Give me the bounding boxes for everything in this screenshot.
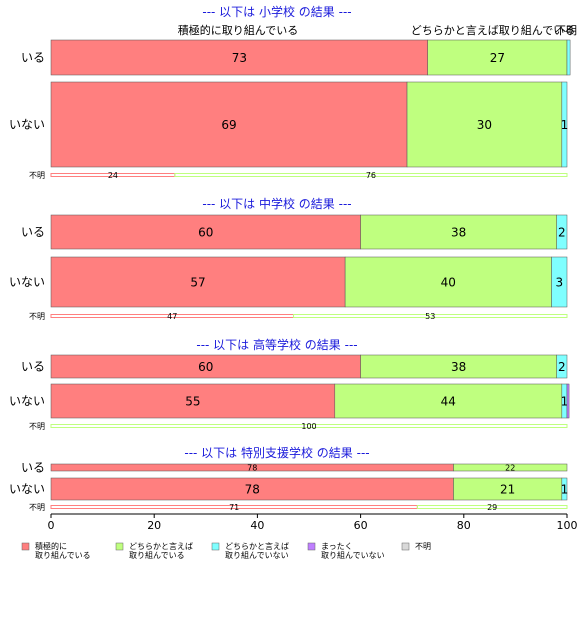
x-tick-label: 0 — [48, 519, 55, 532]
bar-segment — [406, 81, 563, 168]
section-title: --- 以下は 高等学校 の結果 --- — [196, 337, 357, 352]
bar-value-label: 44 — [441, 395, 456, 409]
bar-segment — [50, 81, 408, 168]
bar-value-label: 60 — [198, 360, 213, 374]
row-label: いない — [9, 275, 45, 289]
top-category-label-2: 不明 — [555, 24, 577, 37]
share-row-label: 不明 — [29, 422, 45, 431]
bar-segment — [566, 39, 571, 76]
legend-label: 不明 — [415, 542, 431, 551]
legend-label: まったく — [321, 542, 353, 551]
row-label: いない — [9, 482, 45, 496]
bar-value-label: 57 — [190, 276, 205, 290]
bar-segment — [334, 383, 563, 419]
bar-value-label: 30 — [477, 118, 492, 132]
bar-value-label: 78 — [245, 483, 260, 497]
bar-segment — [50, 383, 336, 419]
bar-segment — [556, 354, 568, 379]
legend-label: 取り組んでいる — [35, 550, 91, 560]
share-value-label: 24 — [108, 171, 118, 180]
bar-segment — [551, 256, 568, 308]
row-label: いる — [21, 51, 45, 65]
share-value-label: 71 — [229, 503, 239, 512]
legend-label: 積極的に — [35, 541, 67, 551]
bar-value-label: 22 — [505, 464, 515, 473]
legend-label: どちらかと言えば — [129, 541, 193, 551]
legend-swatch — [211, 542, 220, 551]
legend-label: どちらかと言えば — [225, 541, 289, 551]
x-tick-label: 20 — [147, 519, 161, 532]
section-title: --- 以下は 特別支援学校 の結果 --- — [184, 445, 369, 460]
bar-segment — [50, 214, 361, 250]
bar-segment — [344, 256, 552, 308]
bar-value-label: 27 — [490, 51, 505, 65]
x-tick-label: 60 — [354, 519, 368, 532]
legend-swatch — [401, 542, 410, 551]
section-title: --- 以下は 中学校 の結果 --- — [202, 196, 351, 211]
bar-segment — [561, 81, 568, 168]
share-segment — [293, 314, 568, 318]
bar-value-label: 78 — [247, 464, 257, 473]
bar-segment — [556, 214, 568, 250]
bar-value-label: 38 — [451, 226, 466, 240]
bar-value-label: 21 — [500, 483, 515, 497]
bar-value-label: 2 — [558, 226, 566, 240]
x-tick-label: 100 — [557, 519, 578, 532]
section-title: --- 以下は 小学校 の結果 --- — [202, 4, 351, 19]
share-row-label: 不明 — [29, 171, 45, 180]
bar-value-label: 60 — [198, 226, 213, 240]
row-label: いない — [9, 394, 45, 408]
bar-value-label: 69 — [221, 118, 236, 132]
share-segment — [50, 424, 568, 428]
row-label: いる — [21, 461, 45, 475]
legend-swatch — [21, 542, 30, 551]
bar-segment — [561, 477, 568, 501]
legend-label: 取り組んでいる — [129, 550, 185, 560]
share-row-label: 不明 — [29, 312, 45, 321]
bar-value-label: 1 — [561, 395, 569, 409]
share-value-label: 100 — [301, 422, 316, 431]
bar-segment — [453, 463, 568, 472]
bar-value-label: 55 — [185, 395, 200, 409]
share-value-label: 29 — [487, 503, 497, 512]
row-label: いない — [9, 118, 45, 132]
row-label: いる — [21, 225, 45, 239]
bar-segment — [566, 383, 570, 419]
share-segment — [416, 505, 568, 509]
bar-segment — [360, 214, 557, 250]
bar-value-label: 40 — [441, 276, 456, 290]
top-category-label-0: 積極的に取り組んでいる — [178, 23, 298, 37]
legend-swatch — [115, 542, 124, 551]
legend-label: 取り組んでいない — [225, 550, 289, 560]
bar-value-label: 3 — [555, 276, 563, 290]
share-value-label: 47 — [167, 312, 177, 321]
top-category-label-1: どちらかと言えば取り組んでいる — [411, 24, 575, 37]
bar-value-label: 2 — [558, 360, 566, 374]
x-tick-label: 80 — [457, 519, 471, 532]
bar-segment — [50, 256, 346, 308]
bar-value-label: 38 — [451, 360, 466, 374]
bar-value-label: 1 — [561, 118, 569, 132]
share-segment — [174, 173, 568, 177]
x-tick-label: 40 — [250, 519, 264, 532]
share-value-label: 76 — [366, 171, 376, 180]
row-label: いる — [21, 360, 45, 374]
bar-segment — [427, 39, 568, 76]
legend-swatch — [307, 542, 316, 551]
bar-value-label: 73 — [232, 51, 247, 65]
bar-segment — [50, 39, 428, 76]
legend-label: 取り組んでいない — [321, 550, 385, 560]
share-row-label: 不明 — [29, 503, 45, 512]
share-value-label: 53 — [425, 312, 435, 321]
bar-value-label: 1 — [561, 483, 569, 497]
